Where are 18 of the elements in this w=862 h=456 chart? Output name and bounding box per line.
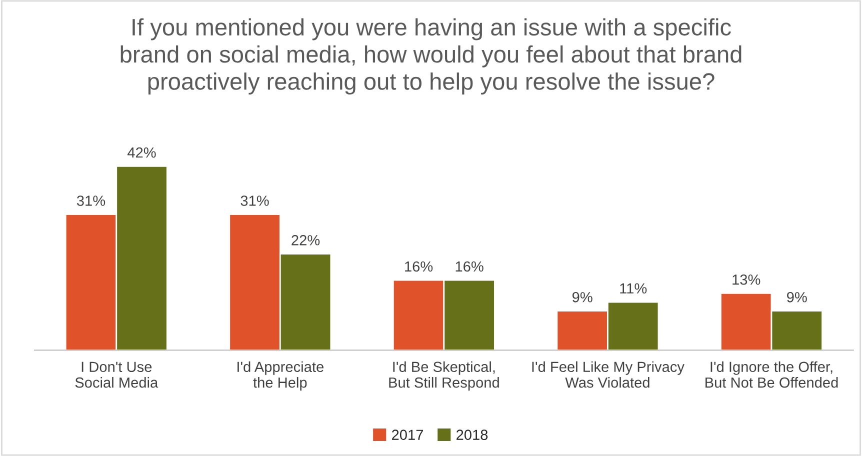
x-tick-label: I'd Appreciate the Help [238,361,324,391]
data-label: 31% [76,196,106,206]
data-label: 11% [620,283,647,294]
data-label: 9% [787,292,807,302]
legend-label: 2018 [456,430,488,440]
data-label: 9% [572,292,592,302]
x-tick-label: I'd Ignore the Offer, But Not Be Offended [706,361,838,388]
data-label: 22% [292,235,320,246]
x-tick-label: I Don't Use Social Media [75,362,158,388]
data-label: 13% [732,274,760,285]
data-label: 42% [127,147,156,158]
data-label: 31% [240,196,269,206]
data-label: 16% [405,261,433,272]
chart-title: If you mentioned you were having an issue with a specific brand on social media, how would you feel about that brand proactively reaching out to help you resolve the issue? [120,18,742,95]
data-label: 16% [456,261,484,272]
legend-label: 2017 [392,430,423,440]
x-tick-label: I'd Feel Like My Privacy Was Violated [532,361,684,388]
x-tick-label: I'd Be Skeptical, But Still Respond [389,361,499,391]
